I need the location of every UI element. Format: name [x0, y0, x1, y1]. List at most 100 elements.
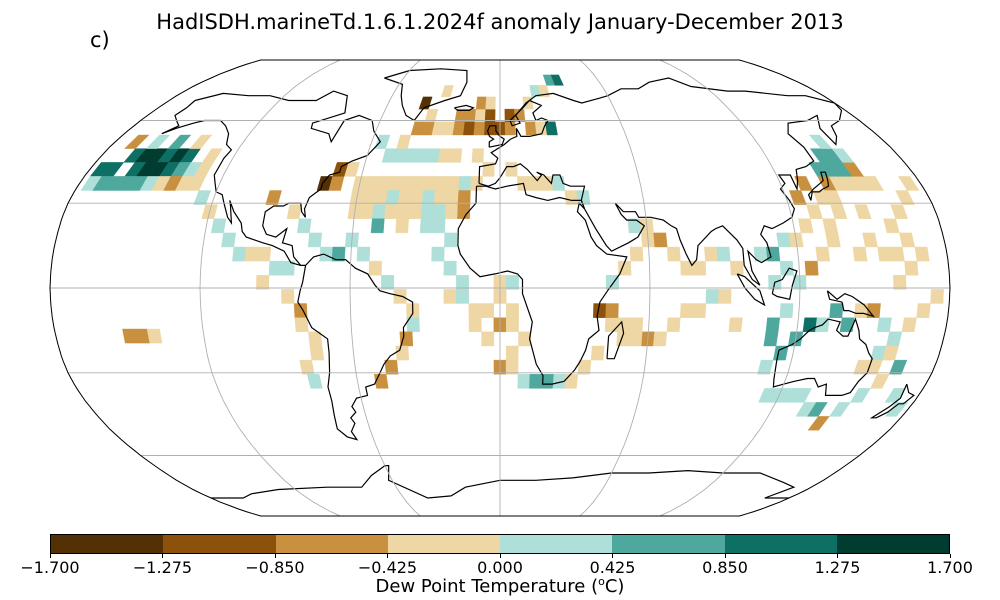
- anomaly-cell: [765, 317, 781, 332]
- anomaly-cell: [930, 289, 944, 304]
- anomaly-cell: [704, 246, 719, 262]
- anomaly-cell: [420, 204, 435, 219]
- anomaly-cell: [692, 303, 707, 318]
- anomaly-cell: [370, 218, 385, 234]
- anomaly-cell: [146, 328, 163, 344]
- anomaly-cell: [387, 176, 403, 191]
- anomaly-cell: [426, 148, 441, 163]
- anomaly-cell: [893, 275, 907, 290]
- colorbar-tick-label: −0.850: [245, 558, 305, 577]
- anomaly-cell: [806, 204, 823, 219]
- anomaly-cell: [424, 108, 439, 122]
- anomaly-cell: [457, 190, 471, 205]
- anomaly-cell: [443, 289, 457, 304]
- anomaly-cell: [627, 218, 642, 234]
- anomaly-cell: [866, 303, 881, 318]
- anomaly-cell: [265, 190, 282, 205]
- anomaly-cell: [680, 303, 694, 318]
- anomaly-cell: [876, 317, 892, 332]
- anomaly-cell: [456, 275, 469, 290]
- anomaly-cell: [884, 402, 909, 417]
- anomaly-cell: [506, 275, 519, 290]
- anomaly-cell: [807, 416, 830, 431]
- anomaly-cell: [186, 176, 206, 191]
- anomaly-cell: [808, 134, 833, 149]
- colorbar-tick-mark: [499, 554, 501, 558]
- anomaly-cell: [831, 148, 855, 163]
- anomaly-cell: [788, 190, 807, 205]
- colorbar-tick-mark: [387, 554, 388, 558]
- anomaly-cell: [862, 232, 878, 248]
- anomaly-cell: [629, 317, 644, 332]
- anomaly-cell: [452, 121, 466, 136]
- coastline-sumatra: [736, 273, 766, 307]
- anomaly-cell: [306, 374, 323, 389]
- anomaly-cell: [397, 190, 412, 205]
- anomaly-cell: [629, 246, 644, 262]
- anomaly-cell: [506, 303, 519, 318]
- anomaly-cell: [384, 359, 399, 375]
- anomaly-cell: [368, 260, 383, 276]
- anomaly-cell: [889, 246, 905, 262]
- anomaly-cell: [474, 108, 486, 122]
- anomaly-cell: [167, 134, 192, 149]
- anomaly-cell: [506, 317, 519, 332]
- anomaly-cell: [437, 148, 452, 163]
- anomaly-cell: [776, 232, 792, 248]
- anomaly-cell: [449, 148, 463, 163]
- anomaly-cell: [385, 190, 400, 205]
- anomaly-cell: [794, 176, 814, 191]
- colorbar-tick-mark: [274, 554, 276, 558]
- anomaly-cell: [544, 121, 558, 136]
- anomaly-cell: [484, 121, 496, 136]
- anomaly-cell: [396, 204, 411, 219]
- colorbar-label: Dew Point Temperature (oC): [375, 575, 625, 597]
- anomaly-cell: [870, 374, 890, 389]
- anomaly-cell: [286, 204, 302, 219]
- anomaly-cell: [886, 331, 903, 347]
- anomaly-cell: [193, 190, 212, 205]
- anomaly-cell: [564, 374, 579, 389]
- anomaly-cell: [517, 374, 531, 389]
- anomaly-cell: [319, 246, 334, 262]
- anomaly-cell: [653, 232, 668, 248]
- anomaly-cell: [458, 176, 472, 191]
- anomaly-cell: [822, 218, 839, 234]
- anomaly-cell: [281, 289, 295, 304]
- anomaly-cell: [504, 121, 516, 136]
- coastline-iceland: [454, 104, 475, 111]
- colorbar-tick-mark: [724, 554, 726, 558]
- anomaly-cell: [716, 246, 731, 262]
- anomaly-cell: [895, 190, 915, 205]
- colorbar-tick-label: 0.000: [477, 558, 523, 577]
- anomaly-cell: [914, 246, 930, 262]
- map-title: HadISDH.marineTd.1.6.1.2024f anomaly Jan…: [156, 10, 844, 34]
- anomaly-cell: [443, 260, 457, 276]
- anomaly-cell: [309, 345, 325, 361]
- anomaly-cell: [421, 190, 436, 205]
- anomaly-cell: [604, 317, 619, 332]
- colorbar-tick-label: 1.275: [814, 558, 861, 577]
- anomaly-cell: [423, 176, 437, 191]
- anomaly-cell: [865, 359, 883, 375]
- anomaly-cell: [359, 204, 375, 219]
- anomaly-cell: [628, 331, 643, 347]
- anomaly-cell: [529, 374, 543, 389]
- anomaly-cell: [883, 218, 900, 234]
- anomaly-cell: [294, 317, 309, 332]
- anomaly-cell: [798, 218, 814, 234]
- anomaly-cell: [399, 331, 414, 347]
- anomaly-cell: [576, 190, 591, 205]
- anomaly-cell: [124, 134, 150, 149]
- anomaly-cell: [779, 260, 794, 276]
- coastline-antarctica: [211, 465, 796, 499]
- colorbar-segment: [500, 535, 613, 553]
- anomaly-cell: [299, 359, 315, 375]
- anomaly-cell: [446, 176, 460, 191]
- anomaly-cell: [904, 260, 919, 276]
- anomaly-cell: [481, 303, 494, 318]
- coastline-britain: [486, 125, 505, 148]
- coastline-north-america: [161, 90, 382, 266]
- anomaly-cell: [395, 345, 410, 361]
- anomaly-cell: [464, 108, 477, 122]
